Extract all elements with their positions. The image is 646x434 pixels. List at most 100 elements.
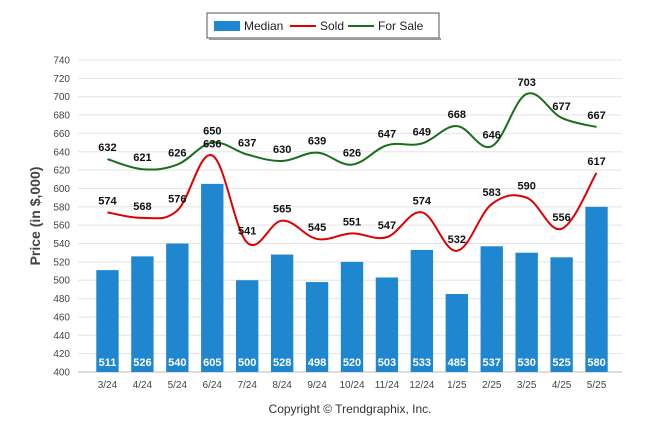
median-bar-label: 580 [587,357,605,369]
legend-label-median: Median [244,19,283,33]
median-bar-label: 525 [552,357,570,369]
x-tick-label: 10/24 [339,380,364,391]
median-bar-label: 503 [378,357,396,369]
copyright-text: Copyright © Trendgraphix, Inc. [269,402,432,416]
sold-point-label: 574 [98,195,117,207]
median-bar [515,252,538,372]
y-tick-label: 580 [53,202,70,213]
for-sale-point-label: 632 [98,142,116,154]
median-bar-label: 537 [483,357,501,369]
for-sale-point-label: 668 [448,109,466,121]
y-tick-label: 500 [53,276,70,287]
median-bar-label: 540 [168,357,186,369]
sold-point-label: 545 [308,222,326,234]
y-tick-label: 620 [53,166,70,177]
median-bar [585,206,608,372]
y-tick-label: 680 [53,111,70,122]
for-sale-point-label: 621 [133,152,151,164]
y-axis-label: Price (in $,000) [27,167,43,266]
median-bar-label: 528 [273,357,291,369]
x-axis: 3/24 4/24 5/24 6/24 7/24 8/24 9/24 10/24 11/24 12… [98,380,607,391]
sold-point-label: 532 [448,234,466,246]
for-sale-point-label: 626 [168,148,186,160]
median-bar [305,282,329,372]
x-tick-label: 1/25 [447,380,467,391]
median-bar-label: 485 [448,357,466,369]
median-bar [375,277,399,372]
median-bar [550,257,573,372]
y-tick-label: 600 [53,184,70,195]
x-tick-label: 4/25 [552,380,572,391]
legend: Median Sold For Sale [206,12,441,40]
for-sale-point-label: 646 [483,129,501,141]
data-labels: 511 526 540 605 500 528 498 520 503 533 485 537 530 5… [98,77,605,369]
for-sale-point-label: 677 [552,101,570,113]
y-tick-label: 400 [53,368,70,379]
legend-label-for-sale: For Sale [378,19,424,33]
sold-point-label: 590 [517,181,535,193]
sold-point-label: 551 [343,216,361,228]
y-axis: 400 420 440 460 480 500 520 540 560 580 600 620 640 6… [53,56,70,379]
median-bars [96,183,608,372]
sold-point-label: 583 [483,187,501,199]
sold-point-label: 541 [238,226,256,238]
y-tick-label: 440 [53,331,70,342]
median-bar-label: 526 [133,357,151,369]
series-lines [107,92,598,252]
x-tick-label: 3/24 [98,380,118,391]
for-sale-point-label: 649 [413,127,431,139]
y-tick-label: 460 [53,312,70,323]
y-tick-label: 520 [53,257,70,268]
x-tick-label: 4/24 [133,380,153,391]
y-tick-label: 560 [53,221,70,232]
x-tick-label: 9/24 [307,380,327,391]
median-bar [445,294,468,372]
x-tick-label: 5/25 [587,380,607,391]
x-tick-label: 8/24 [272,380,292,391]
median-bar [340,261,364,372]
sold-point-label: 547 [378,220,396,232]
x-tick-label: 6/24 [203,380,223,391]
x-tick-label: 2/25 [482,380,502,391]
sold-point-label: 556 [552,212,570,224]
median-bar [201,183,224,372]
for-sale-point-label: 703 [517,77,535,89]
median-bar-label: 520 [343,357,361,369]
median-bar [131,256,154,372]
y-tick-label: 480 [53,294,70,305]
sold-line [107,154,598,252]
y-tick-label: 660 [53,129,70,140]
for-sale-point-label: 639 [308,136,326,148]
legend-swatch-median [214,21,240,31]
median-bar [236,280,259,372]
y-tick-label: 420 [53,349,70,360]
median-bar [96,270,119,372]
median-bar [166,243,189,372]
for-sale-line [107,92,597,171]
y-tick-label: 540 [53,239,70,250]
for-sale-point-label: 630 [273,144,291,156]
median-bar-label: 605 [203,357,221,369]
sold-point-label: 617 [587,156,605,168]
median-bar-label: 498 [308,357,326,369]
x-tick-label: 12/24 [409,380,434,391]
median-bar [480,246,503,372]
y-tick-label: 740 [53,56,70,67]
x-tick-label: 5/24 [168,380,188,391]
legend-label-sold: Sold [320,19,344,33]
for-sale-point-label: 647 [378,128,396,140]
y-tick-label: 720 [53,74,70,85]
for-sale-point-label: 650 [203,126,221,138]
sold-point-label: 568 [133,201,151,213]
y-tick-label: 700 [53,92,70,103]
x-tick-label: 7/24 [237,380,257,391]
for-sale-point-label: 667 [587,110,605,122]
median-bar-label: 530 [517,357,535,369]
median-bar-label: 511 [99,357,117,369]
median-bar [270,254,294,372]
median-bar [410,249,434,372]
for-sale-point-label: 637 [238,138,256,150]
for-sale-point-label: 626 [343,148,361,160]
x-tick-label: 3/25 [517,380,537,391]
